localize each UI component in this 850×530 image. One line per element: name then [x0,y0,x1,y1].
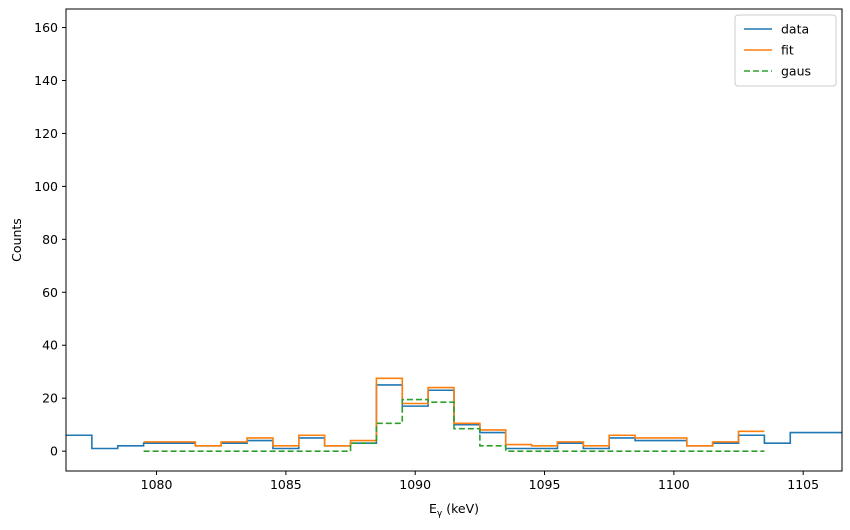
y-tick-label: 40 [42,338,58,353]
legend-box [734,14,837,87]
y-tick-label: 0 [50,444,58,459]
x-axis-title-unit: (keV) [442,501,479,516]
x-tick-label: 1095 [529,477,561,492]
x-tick-label: 1085 [270,477,302,492]
y-tick-label: 100 [34,179,58,194]
series-line-fit [143,377,765,447]
y-tick-label: 60 [42,285,58,300]
x-tick-label: 1105 [787,477,819,492]
legend-label-fit: fit [781,43,794,58]
legend-label-gaus: gaus [781,64,811,79]
legend-item-gaus: gaus [744,64,811,79]
x-axis-title: Eγ (keV) [429,501,479,519]
series-fit [143,377,765,447]
x-tick-label: 1100 [658,477,690,492]
y-tick-label: 120 [34,126,58,141]
y-tick-label: 80 [42,232,58,247]
y-tick-label: 140 [34,73,58,88]
y-axis-title: Counts [9,218,24,262]
x-tick-label: 1090 [399,477,431,492]
legend-item-fit: fit [744,43,794,58]
plot-frame [65,8,843,472]
y-tick-label: 160 [34,20,58,35]
series-layer [66,377,842,452]
plot-area [66,377,842,452]
series-gaus [143,398,765,452]
series-line-gaus [143,398,765,452]
x-axis-title-subscript: γ [437,509,443,519]
x-axis: 1080 1085 1090 1095 1100 1105 [141,471,819,492]
x-tick-label: 1080 [141,477,173,492]
legend-label-data: data [781,22,809,37]
legend: data fit gaus [734,14,837,87]
legend-item-data: data [744,22,809,37]
x-axis-title-main: E [429,501,437,516]
y-tick-label: 20 [42,391,58,406]
y-axis: 0 20 40 60 80 100 120 140 160 [34,20,66,459]
